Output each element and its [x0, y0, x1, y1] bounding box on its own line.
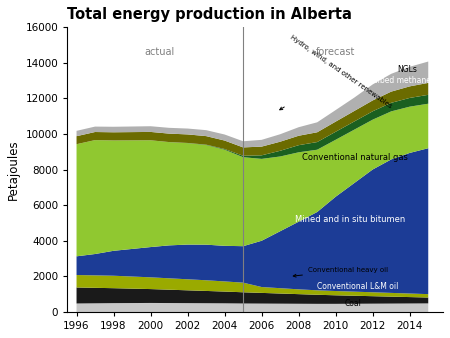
Text: Conventional heavy oil: Conventional heavy oil: [293, 267, 388, 277]
Text: Coalbed methane: Coalbed methane: [364, 76, 432, 85]
Text: Hydro, wind, and other renewables: Hydro, wind, and other renewables: [280, 34, 393, 110]
Text: NGLs: NGLs: [397, 65, 417, 74]
Text: actual: actual: [145, 47, 175, 57]
Text: Conventional L&M oil: Conventional L&M oil: [317, 282, 399, 291]
Text: Coal: Coal: [345, 299, 362, 308]
Text: forecast: forecast: [316, 47, 356, 57]
Text: Total energy production in Alberta: Total energy production in Alberta: [68, 7, 352, 22]
Y-axis label: Petajoules: Petajoules: [7, 139, 20, 200]
Text: Mined and in situ bitumen: Mined and in situ bitumen: [295, 215, 405, 224]
Text: Conventional natural gas: Conventional natural gas: [302, 153, 408, 162]
